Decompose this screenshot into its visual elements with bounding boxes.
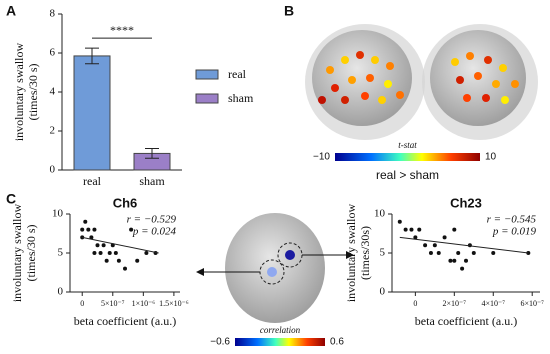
point — [113, 251, 118, 255]
point — [471, 251, 476, 255]
point — [89, 235, 94, 240]
y-axis-label: (times/30 s) — [24, 225, 38, 282]
point — [101, 243, 106, 248]
x-axis-label: beta coefficient (a.u.) — [74, 314, 176, 328]
point — [144, 251, 149, 255]
point — [442, 235, 447, 240]
colorbar-tick-label: −10 — [313, 152, 330, 163]
x-axis-label: beta coefficient (a.u.) — [415, 314, 517, 328]
x-tick-label: 1.5×10⁻⁶ — [159, 299, 189, 308]
point — [92, 227, 97, 232]
point — [95, 243, 100, 248]
x-tick-label: 1×10⁻⁶ — [132, 299, 156, 308]
point — [448, 258, 453, 263]
point — [86, 227, 91, 232]
point — [92, 251, 97, 255]
point — [129, 227, 134, 232]
y-tick-label: 4 — [50, 86, 56, 98]
trend-line — [82, 236, 159, 254]
point — [397, 219, 402, 224]
bar — [73, 55, 111, 171]
colorbar-caption: real > sham — [376, 168, 439, 182]
y-tick-label: 10 — [374, 208, 386, 220]
point — [107, 251, 112, 255]
y-tick-label: 0 — [380, 286, 386, 298]
x-tick-label: 0 — [413, 299, 417, 308]
point — [80, 227, 85, 232]
error-bar — [85, 47, 99, 65]
brain-left — [305, 24, 425, 140]
y-tick-label: 0 — [58, 286, 64, 298]
point — [98, 251, 103, 255]
x-tick-label: 0 — [80, 299, 84, 308]
point — [436, 251, 441, 255]
point — [491, 251, 496, 255]
point — [432, 243, 437, 248]
panel-label: B — [284, 3, 294, 19]
point — [104, 258, 109, 263]
point — [464, 258, 468, 263]
stat-annotation: r = −0.545 — [487, 214, 537, 226]
stat-annotation: p = 0.024 — [132, 226, 177, 238]
y-axis-label: involuntary swallow — [10, 204, 24, 303]
colorbar — [235, 338, 325, 346]
y-axis-label: (times/30s) — [358, 226, 372, 280]
legend-swatch — [195, 69, 219, 80]
point — [413, 235, 418, 240]
y-tick-label: 10 — [52, 208, 64, 220]
brain-front — [196, 213, 354, 323]
point — [456, 251, 461, 255]
y-tick-label: 8 — [50, 8, 56, 20]
point — [83, 219, 88, 224]
point — [417, 227, 422, 232]
point — [403, 227, 408, 232]
point — [135, 258, 140, 263]
point — [116, 258, 121, 263]
y-tick-label: 5 — [380, 247, 386, 259]
panel-label: A — [6, 3, 16, 19]
colorbar-tick-label: −0.6 — [210, 337, 230, 348]
stat-annotation: p = 0.019 — [492, 226, 537, 238]
point — [452, 227, 457, 232]
y-axis-label: involuntary swallow — [344, 204, 358, 303]
point — [460, 266, 465, 271]
x-tick-label: real — [83, 174, 102, 188]
x-tick-label: sham — [139, 174, 165, 188]
point — [123, 266, 127, 271]
y-tick-label: 0 — [50, 164, 56, 176]
legend-label: real — [228, 67, 247, 81]
y-axis-label: (times/30 s) — [26, 64, 40, 121]
x-tick-label: 6×10⁻⁷ — [520, 299, 544, 308]
colorbar — [335, 153, 480, 161]
panel-label: C — [6, 191, 16, 207]
trend-line — [399, 236, 529, 254]
x-tick-label: 5×10⁻⁷ — [101, 299, 125, 308]
point — [428, 251, 433, 255]
colorbar-tick-label: 0.6 — [330, 337, 344, 348]
x-tick-label: 2×10⁻⁷ — [443, 299, 467, 308]
chart-title: Ch23 — [450, 195, 482, 210]
colorbar-title: t-stat — [398, 140, 417, 150]
point — [409, 227, 414, 232]
y-axis-label: involuntary swallow — [12, 43, 26, 142]
y-tick-label: 6 — [50, 47, 56, 59]
y-tick-label: 5 — [58, 247, 64, 259]
point — [467, 243, 472, 248]
stat-annotation: r = −0.529 — [127, 214, 177, 226]
error-bar — [145, 148, 159, 159]
y-tick-label: 2 — [50, 125, 56, 137]
brain-right — [422, 24, 538, 140]
x-tick-label: 4×10⁻⁷ — [481, 299, 505, 308]
legend-label: sham — [228, 91, 254, 105]
legend-swatch — [195, 93, 219, 104]
colorbar-title: correlation — [260, 325, 301, 335]
significance-label: **** — [110, 23, 134, 37]
point — [452, 258, 457, 263]
colorbar-tick-label: 10 — [485, 152, 497, 163]
point — [423, 243, 428, 248]
chart-title: Ch6 — [113, 195, 138, 210]
